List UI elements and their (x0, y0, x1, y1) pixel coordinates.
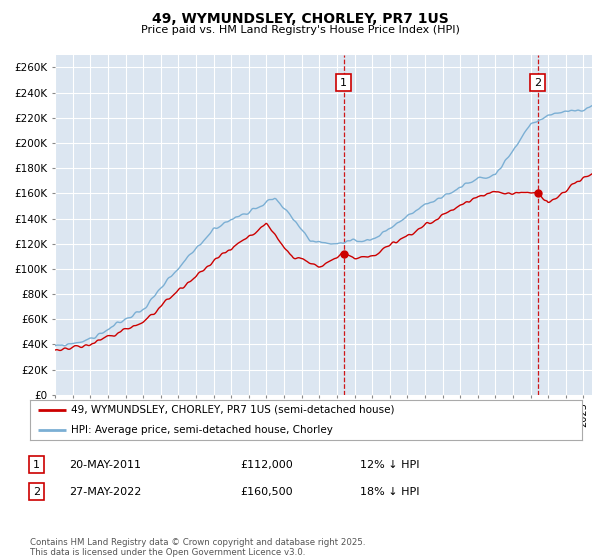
Text: 1: 1 (340, 78, 347, 87)
Text: 18% ↓ HPI: 18% ↓ HPI (360, 487, 419, 497)
Text: 1: 1 (33, 460, 40, 470)
Text: Price paid vs. HM Land Registry's House Price Index (HPI): Price paid vs. HM Land Registry's House … (140, 25, 460, 35)
Text: £160,500: £160,500 (240, 487, 293, 497)
Text: Contains HM Land Registry data © Crown copyright and database right 2025.
This d: Contains HM Land Registry data © Crown c… (30, 538, 365, 557)
Text: £112,000: £112,000 (240, 460, 293, 470)
Text: 20-MAY-2011: 20-MAY-2011 (69, 460, 141, 470)
Text: 27-MAY-2022: 27-MAY-2022 (69, 487, 142, 497)
Text: HPI: Average price, semi-detached house, Chorley: HPI: Average price, semi-detached house,… (71, 425, 333, 435)
Text: 2: 2 (534, 78, 541, 87)
Text: 49, WYMUNDSLEY, CHORLEY, PR7 1US (semi-detached house): 49, WYMUNDSLEY, CHORLEY, PR7 1US (semi-d… (71, 405, 395, 415)
Text: 2: 2 (33, 487, 40, 497)
Text: 12% ↓ HPI: 12% ↓ HPI (360, 460, 419, 470)
Text: 49, WYMUNDSLEY, CHORLEY, PR7 1US: 49, WYMUNDSLEY, CHORLEY, PR7 1US (152, 12, 448, 26)
